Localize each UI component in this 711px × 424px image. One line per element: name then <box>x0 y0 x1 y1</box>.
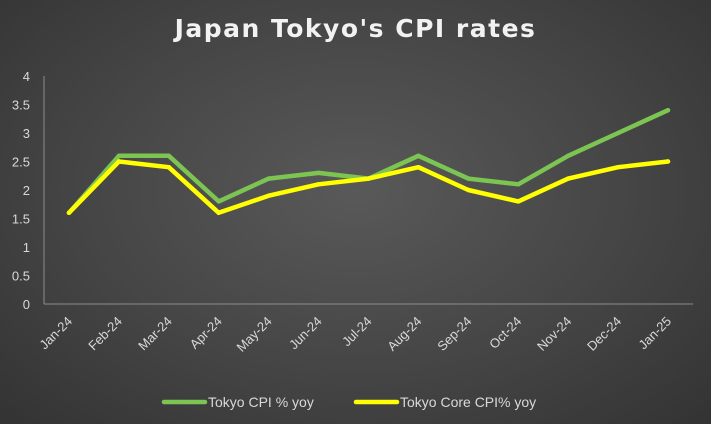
data-point <box>66 210 72 215</box>
x-tick-label: Jan-24 <box>36 314 75 353</box>
data-point <box>266 193 271 198</box>
series-line-1 <box>66 159 671 216</box>
data-point <box>566 176 571 181</box>
x-tick-label: Nov-24 <box>534 314 574 354</box>
data-point <box>366 176 371 181</box>
y-tick-label: 0.5 <box>12 269 30 284</box>
data-point <box>166 153 171 158</box>
data-point <box>416 153 421 158</box>
data-point <box>316 170 321 176</box>
series-line-0 <box>66 107 671 216</box>
y-tick-label: 3.5 <box>12 98 30 113</box>
data-point <box>316 182 321 187</box>
series-layer <box>66 107 671 216</box>
data-point <box>266 176 271 181</box>
data-point <box>516 182 521 187</box>
x-tick-label: Jan-25 <box>635 314 674 353</box>
y-tick-label: 3 <box>23 126 30 141</box>
data-point <box>615 130 621 136</box>
x-tick-label: Sep-24 <box>434 314 474 354</box>
data-point <box>615 165 621 170</box>
x-tick-label: Mar-24 <box>135 314 175 354</box>
legend: Tokyo CPI % yoy Tokyo Core CPI% yoy <box>161 394 536 410</box>
x-tick-labels: Jan-24 Feb-24 Mar-24 Apr-24 May-24 Jun-24 Jul-… <box>36 314 674 355</box>
y-tick-labels: 0 0.5 1 1.5 2 2.5 3 3.5 4 <box>12 69 30 312</box>
data-point <box>416 165 421 170</box>
x-tick-label: Dec-24 <box>584 314 624 354</box>
y-tick-label: 2.5 <box>12 155 30 170</box>
x-tick-label: Apr-24 <box>187 314 225 352</box>
data-point <box>566 153 571 158</box>
x-tick-label: Oct-24 <box>486 314 524 352</box>
y-tick-label: 4 <box>23 69 30 84</box>
x-tick-label: May-24 <box>234 314 275 355</box>
data-point <box>665 108 671 113</box>
y-tick-label: 1.5 <box>12 212 30 227</box>
legend-label: Tokyo Core CPI% yoy <box>400 394 536 410</box>
chart-title: Japan Tokyo's CPI rates <box>174 14 537 43</box>
data-point <box>665 159 671 164</box>
x-tick-label: Aug-24 <box>384 314 424 354</box>
x-tick-label: Feb-24 <box>85 314 125 354</box>
x-tick-label: Jul-24 <box>339 314 375 350</box>
data-point <box>466 187 471 193</box>
y-tick-label: 0 <box>23 297 30 312</box>
data-point <box>466 176 471 181</box>
legend-label: Tokyo CPI % yoy <box>208 394 314 410</box>
data-point <box>116 159 122 164</box>
data-point <box>516 199 521 204</box>
data-point <box>166 165 171 170</box>
x-tick-label: Jun-24 <box>286 314 325 353</box>
data-point <box>116 153 122 158</box>
data-point <box>216 199 221 204</box>
y-tick-label: 1 <box>23 240 30 255</box>
y-tick-label: 2 <box>23 183 30 198</box>
data-point <box>216 210 221 215</box>
